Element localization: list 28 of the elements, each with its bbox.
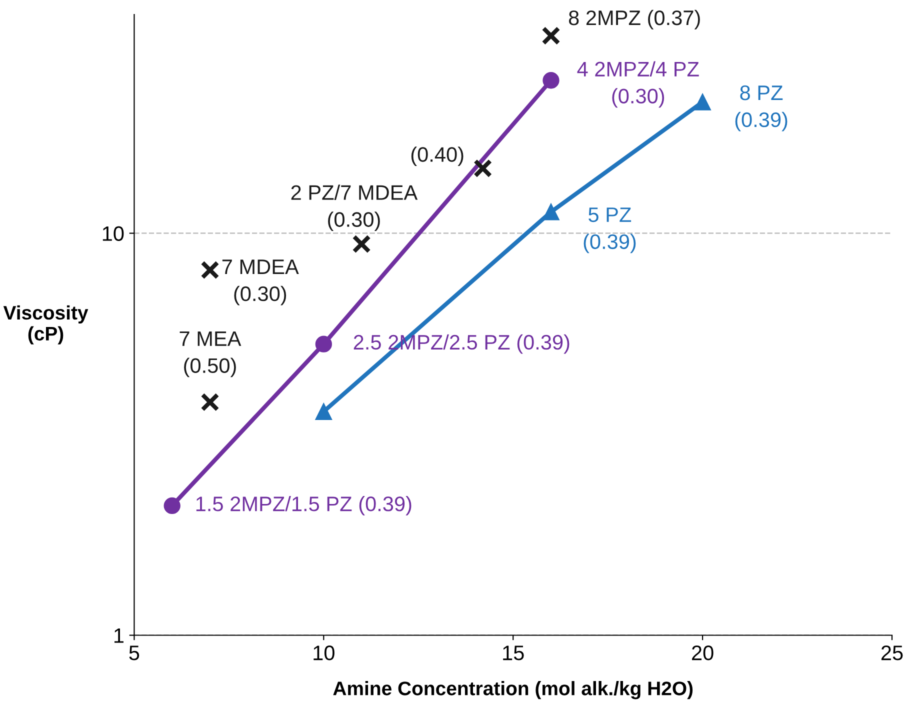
annotation: 5 PZ (0.39) <box>584 208 636 254</box>
point <box>473 159 492 178</box>
y-axis-title: Viscosity (cP) <box>3 305 88 344</box>
point <box>315 403 332 420</box>
point <box>542 26 560 46</box>
x-tick-label: 25 <box>881 646 903 660</box>
x-axis-title: Amine Concentration (mol alk./kg H2O) <box>333 681 693 700</box>
annotation: 8 PZ (0.39) <box>735 85 788 132</box>
annotation: 1.5 2MPZ/1.5 PZ (0.39) <box>196 496 412 516</box>
x-tick-label: 20 <box>692 646 714 660</box>
point <box>315 336 332 352</box>
x-tick-label: 5 <box>129 646 140 660</box>
x-tick-label: 15 <box>503 646 524 660</box>
point <box>542 72 560 89</box>
y-tick-label: 1 <box>114 628 124 643</box>
x-tick-label: 10 <box>314 646 334 660</box>
point <box>200 392 220 412</box>
annotation: 2 PZ/7 MDEA (0.30) <box>291 184 418 232</box>
annotation: 4 2MPZ/4 PZ (0.30) <box>577 61 699 108</box>
annotation: 8 2MPZ (0.37) <box>568 10 700 30</box>
annotation: (0.40) <box>411 146 464 166</box>
annotation: 7 MEA (0.50) <box>180 332 242 378</box>
point <box>352 234 371 254</box>
point <box>694 94 711 110</box>
point <box>542 204 560 220</box>
annotation: 7 MDEA (0.30) <box>222 260 299 306</box>
point <box>164 497 180 514</box>
point <box>200 260 220 280</box>
